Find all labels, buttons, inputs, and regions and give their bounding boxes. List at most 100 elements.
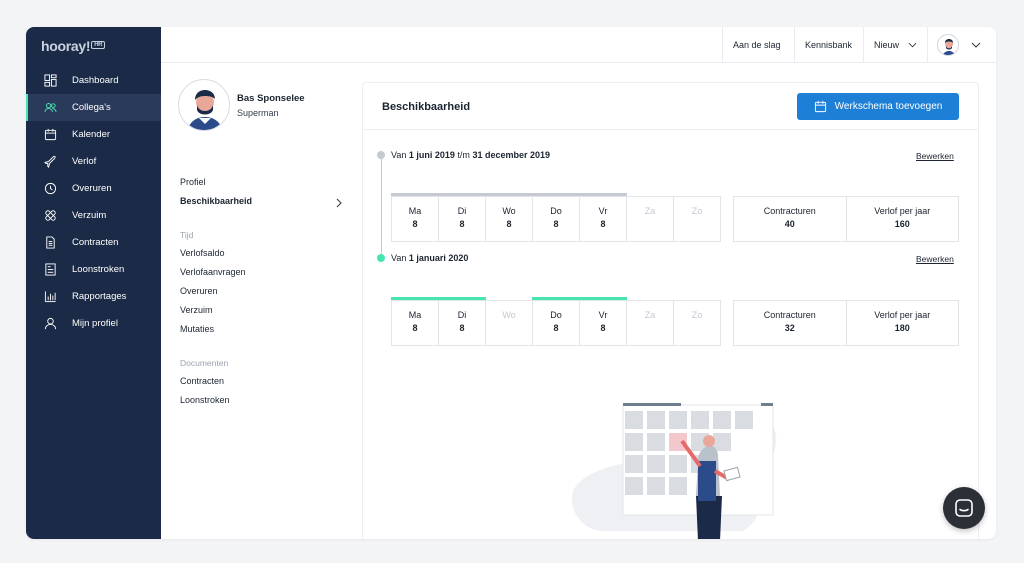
sidebar-item-contracten[interactable]: Contracten — [26, 229, 161, 256]
sidebar-item-rapportages[interactable]: Rapportages — [26, 283, 161, 310]
stat-value: 180 — [894, 323, 910, 333]
avatar — [937, 34, 959, 56]
sidebar-item-label: Collega's — [72, 102, 111, 113]
avatar — [178, 79, 230, 131]
day-name: Di — [457, 206, 467, 216]
weekday-schedule: Ma 8 Di 8 Wo 8 Do 8 Vr 8 Za Zo — [391, 193, 721, 242]
profile-name: Bas Sponselee — [237, 93, 305, 104]
profile-menu-profiel[interactable]: Profiel — [180, 177, 206, 187]
profile-menu-verlofsaldo[interactable]: Verlofsaldo — [180, 248, 225, 258]
calendar-icon — [43, 128, 57, 142]
day-bar — [391, 193, 439, 196]
day-hours: 8 — [553, 323, 559, 333]
day-bar — [532, 193, 580, 196]
timeline-dot-past — [377, 151, 385, 159]
stat-value: 160 — [894, 219, 910, 229]
day-name: Za — [644, 206, 656, 216]
user-menu[interactable] — [927, 27, 996, 63]
weekday-schedule: Ma 8 Di 8 Wo Do 8 Vr 8 Za Zo — [391, 297, 721, 346]
new-label: Nieuw — [874, 40, 900, 50]
contract-hours: Contracturen 32 — [734, 301, 847, 345]
people-icon — [43, 101, 57, 115]
knowledge-base-label: Kennisbank — [805, 40, 853, 50]
contract-hours: Contracturen 40 — [734, 197, 847, 241]
day-name: Di — [457, 310, 467, 320]
profile-menu-beschikbaarheid[interactable]: Beschikbaarheid — [180, 196, 253, 206]
day-hours: 8 — [600, 323, 606, 333]
logo[interactable]: hooray! HR — [41, 38, 106, 54]
day-name: Zo — [691, 206, 703, 216]
profile-menu-contracten[interactable]: Contracten — [180, 376, 225, 386]
calendar-icon — [814, 100, 826, 113]
chevron-down-icon — [908, 42, 917, 48]
day-cell: Do 8 — [532, 193, 580, 241]
period-prefix: Van — [391, 253, 407, 263]
day-cell: Za — [627, 197, 674, 241]
stat-value: 40 — [784, 219, 795, 229]
profile-menu-verzuim[interactable]: Verzuim — [180, 305, 213, 315]
sidebar-item-loonstroken[interactable]: Loonstroken — [26, 256, 161, 283]
profile-menu-verlofaanvragen[interactable]: Verlofaanvragen — [180, 267, 246, 277]
day-hours: 8 — [600, 219, 606, 229]
day-name: Vr — [598, 206, 608, 216]
add-schedule-button[interactable]: Werkschema toevoegen — [797, 93, 959, 120]
day-cell: Wo — [486, 301, 533, 345]
add-schedule-label: Werkschema toevoegen — [834, 101, 943, 112]
chat-button[interactable] — [943, 487, 985, 529]
day-cell: Vr 8 — [579, 193, 627, 241]
payslip-icon — [43, 263, 57, 277]
period-title: Van 1 juni 2019 t/m 31 december 2019 — [391, 150, 550, 160]
profile-menu-loonstroken[interactable]: Loonstroken — [180, 395, 230, 405]
day-name: Zo — [691, 310, 703, 320]
page-title: Beschikbaarheid — [382, 101, 471, 113]
day-cell: Vr 8 — [579, 297, 627, 345]
day-bar — [485, 193, 533, 196]
get-started-link[interactable]: Aan de slag — [722, 27, 794, 63]
sidebar-item-kalender[interactable]: Kalender — [26, 121, 161, 148]
stat-label: Verlof per jaar — [874, 206, 931, 216]
day-name: Do — [550, 206, 562, 216]
sidebar-nav: Dashboard Collega's Kalender Verlof Over… — [26, 67, 161, 337]
day-hours: 8 — [412, 219, 418, 229]
day-cell: Ma 8 — [391, 193, 439, 241]
day-cell: Di 8 — [438, 297, 486, 345]
sidebar-item-label: Verlof — [72, 156, 97, 167]
schedule-stats: Contracturen 40 Verlof per jaar 160 — [733, 196, 959, 242]
sidebar-item-dashboard[interactable]: Dashboard — [26, 67, 161, 94]
clock-icon — [43, 182, 57, 196]
day-hours: 8 — [553, 219, 559, 229]
edit-link[interactable]: Bewerken — [916, 151, 954, 161]
stat-label: Contracturen — [763, 206, 816, 216]
sidebar-item-label: Rapportages — [72, 291, 127, 302]
day-name: Vr — [598, 310, 608, 320]
day-hours: 8 — [459, 323, 465, 333]
section-heading-tijd: Tijd — [180, 230, 194, 240]
day-hours: 8 — [412, 323, 418, 333]
edit-link[interactable]: Bewerken — [916, 254, 954, 264]
sidebar-item-mijn-profiel[interactable]: Mijn profiel — [26, 310, 161, 337]
sidebar-item-label: Dashboard — [72, 75, 119, 86]
sidebar-item-collegas[interactable]: Collega's — [26, 94, 161, 121]
sidebar-item-verzuim[interactable]: Verzuim — [26, 202, 161, 229]
availability-card: Beschikbaarheid Werkschema toevoegen Van… — [362, 82, 979, 539]
chat-icon — [955, 499, 973, 517]
profile-menu-mutaties[interactable]: Mutaties — [180, 324, 215, 334]
profile-panel: Bas Sponselee Superman Profiel Beschikba… — [161, 63, 361, 539]
stat-label: Contracturen — [763, 310, 816, 320]
chevron-right-icon — [336, 198, 342, 208]
sidebar-item-overuren[interactable]: Overuren — [26, 175, 161, 202]
day-bar — [579, 193, 627, 196]
sidebar-item-verlof[interactable]: Verlof — [26, 148, 161, 175]
day-cell: Zo — [674, 197, 720, 241]
calendar-illustration — [572, 403, 777, 539]
day-name: Ma — [408, 206, 422, 216]
get-started-label: Aan de slag — [733, 40, 781, 50]
new-dropdown[interactable]: Nieuw — [863, 27, 927, 63]
sidebar-item-label: Mijn profiel — [72, 318, 118, 329]
knowledge-base-link[interactable]: Kennisbank — [794, 27, 863, 63]
day-cell: Zo — [674, 301, 720, 345]
bar-chart-icon — [43, 290, 57, 304]
profile-menu-overuren[interactable]: Overuren — [180, 286, 218, 296]
stat-value: 32 — [784, 323, 795, 333]
chevron-down-icon — [971, 42, 981, 48]
